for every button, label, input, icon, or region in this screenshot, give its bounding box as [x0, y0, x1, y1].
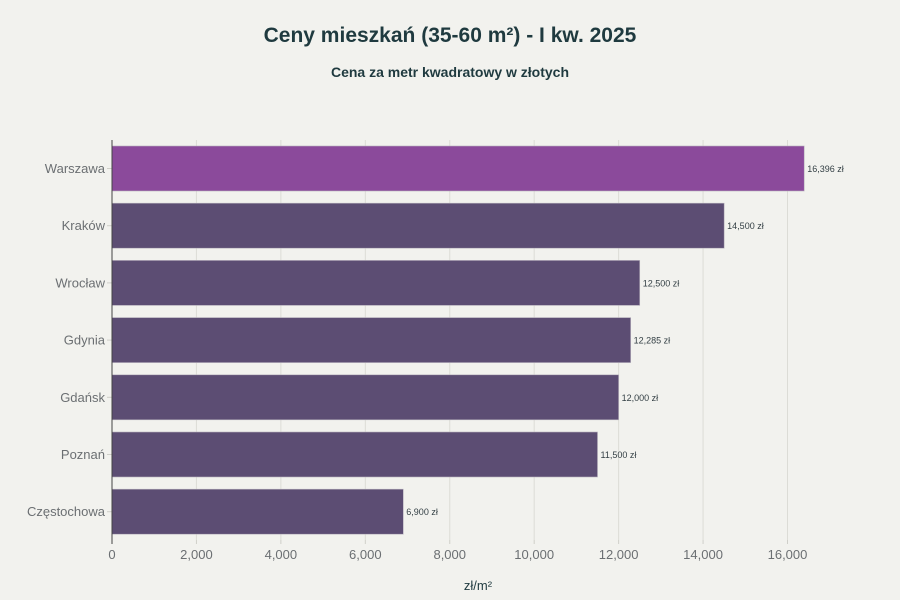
value-label: 6,900 zł — [406, 507, 438, 517]
bar-częstochowa — [111, 488, 404, 535]
value-labels: 16,396 zł 14,500 zł 12,500 zł 12,285 zł 12,0… — [406, 164, 843, 517]
category-label: Gdynia — [64, 333, 106, 348]
x-tick-label: 4,000 — [265, 547, 298, 562]
category-label: Warszawa — [45, 161, 106, 176]
value-label: 11,500 zł — [601, 450, 637, 460]
bar-gdynia — [111, 317, 631, 363]
bar-wrocław — [111, 260, 641, 306]
category-label: Kraków — [62, 218, 106, 233]
value-label: 12,285 zł — [634, 336, 671, 346]
category-label: Częstochowa — [27, 504, 106, 519]
x-tick-label: 14,000 — [683, 547, 723, 562]
category-label: Wrocław — [55, 275, 105, 290]
value-label: 12,500 zł — [643, 278, 680, 288]
x-tick-labels: 0 2,000 4,000 6,000 8,000 10,000 12,000 14,000 1… — [108, 547, 807, 562]
x-tick-label: 0 — [108, 547, 115, 562]
value-label: 16,396 zł — [807, 164, 844, 174]
chart-title: Ceny mieszkań (35-60 m²) - I kw. 2025 — [263, 24, 637, 47]
bar-warszawa — [111, 145, 805, 192]
bar-poznań — [111, 431, 598, 478]
x-tick-label: 12,000 — [599, 547, 639, 562]
value-label: 14,500 zł — [727, 221, 764, 231]
bar-gdańsk — [111, 374, 619, 421]
x-tick-label: 2,000 — [180, 547, 213, 562]
x-tick-label: 8,000 — [433, 547, 466, 562]
bars — [111, 145, 805, 535]
category-label: Poznań — [61, 447, 105, 462]
category-label: Gdańsk — [60, 390, 105, 405]
x-axis-label: zł/m² — [464, 578, 493, 593]
value-label: 12,000 zł — [622, 393, 659, 403]
x-tick-label: 10,000 — [514, 547, 554, 562]
chart-subtitle: Cena za metr kwadratowy w złotych — [330, 64, 570, 80]
x-tick-label: 16,000 — [768, 547, 808, 562]
x-tick-label: 6,000 — [349, 547, 382, 562]
category-labels: Warszawa Kraków Wrocław Gdynia Gdańsk Poznań C… — [27, 161, 112, 519]
bar-kraków — [111, 202, 725, 249]
